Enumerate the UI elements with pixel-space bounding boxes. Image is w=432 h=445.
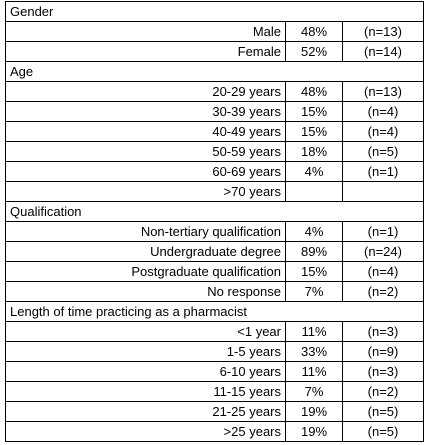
row-label: 30-39 years — [5, 101, 286, 122]
count-cell: (n=5) — [341, 421, 425, 442]
row-label: Male — [5, 21, 286, 42]
percent-cell: 15% — [285, 261, 343, 282]
table-row: Non-tertiary qualification 4% (n=1) — [5, 221, 425, 242]
percent-cell — [285, 181, 343, 202]
count-cell: (n=9) — [341, 341, 425, 362]
count-cell: (n=1) — [341, 161, 425, 182]
section-title: Age — [4, 61, 425, 82]
demographics-table: Gender Male 48% (n=13) Female 52% (n=14) Age 20-… — [4, 1, 425, 442]
percent-cell: 15% — [285, 101, 343, 122]
count-cell: (n=4) — [341, 121, 425, 142]
table-row: Female 52% (n=14) — [5, 41, 425, 62]
row-label: 20-29 years — [5, 81, 286, 102]
section-title: Length of time practicing as a pharmacis… — [4, 301, 425, 322]
percent-cell: 7% — [285, 381, 343, 402]
row-label: Postgraduate qualification — [5, 261, 286, 282]
row-label: 60-69 years — [5, 161, 286, 182]
row-label: 40-49 years — [5, 121, 286, 142]
row-label: >70 years — [5, 181, 286, 202]
table-row: Postgraduate qualification 15% (n=4) — [5, 261, 425, 282]
count-cell: (n=5) — [341, 141, 425, 162]
percent-cell: 15% — [285, 121, 343, 142]
count-cell: (n=4) — [341, 101, 425, 122]
percent-cell: 19% — [285, 421, 343, 442]
table-row: 60-69 years 4% (n=1) — [5, 161, 425, 182]
section-header-row: Age — [4, 61, 425, 82]
count-cell: (n=2) — [341, 281, 425, 302]
percent-cell: 4% — [285, 161, 343, 182]
table-row: 21-25 years 19% (n=5) — [5, 401, 425, 422]
row-label: Non-tertiary qualification — [5, 221, 286, 242]
percent-cell: 33% — [285, 341, 343, 362]
row-label: 6-10 years — [5, 361, 286, 382]
percent-cell: 52% — [285, 41, 343, 62]
demographics-table-body: Gender Male 48% (n=13) Female 52% (n=14) Age 20-… — [4, 1, 425, 442]
count-cell: (n=3) — [341, 361, 425, 382]
table-row: No response 7% (n=2) — [5, 281, 425, 302]
percent-cell: 19% — [285, 401, 343, 422]
section-header-row: Length of time practicing as a pharmacis… — [4, 301, 425, 322]
table-row: Undergraduate degree 89% (n=24) — [5, 241, 425, 262]
table-row: <1 year 11% (n=3) — [5, 321, 425, 342]
percent-cell: 48% — [285, 21, 343, 42]
percent-cell: 48% — [285, 81, 343, 102]
section-header-row: Qualification — [4, 201, 425, 222]
percent-cell: 11% — [285, 321, 343, 342]
row-label: 21-25 years — [5, 401, 286, 422]
count-cell: (n=13) — [341, 81, 425, 102]
count-cell: (n=4) — [341, 261, 425, 282]
count-cell: (n=24) — [341, 241, 425, 262]
percent-cell: 18% — [285, 141, 343, 162]
row-label: Female — [5, 41, 286, 62]
count-cell: (n=3) — [341, 321, 425, 342]
count-cell: (n=13) — [341, 21, 425, 42]
table-row: 50-59 years 18% (n=5) — [5, 141, 425, 162]
row-label: 1-5 years — [5, 341, 286, 362]
count-cell — [341, 181, 425, 202]
count-cell: (n=5) — [341, 401, 425, 422]
count-cell: (n=14) — [341, 41, 425, 62]
table-row: 40-49 years 15% (n=4) — [5, 121, 425, 142]
count-cell: (n=2) — [341, 381, 425, 402]
percent-cell: 7% — [285, 281, 343, 302]
table-row: Male 48% (n=13) — [5, 21, 425, 42]
section-title: Gender — [4, 1, 425, 22]
section-header-row: Gender — [4, 1, 425, 22]
row-label: 50-59 years — [5, 141, 286, 162]
percent-cell: 89% — [285, 241, 343, 262]
row-label: <1 year — [5, 321, 286, 342]
percent-cell: 11% — [285, 361, 343, 382]
table-row: 20-29 years 48% (n=13) — [5, 81, 425, 102]
row-label: >25 years — [5, 421, 286, 442]
count-cell: (n=1) — [341, 221, 425, 242]
table-row: 6-10 years 11% (n=3) — [5, 361, 425, 382]
table-row: >25 years 19% (n=5) — [5, 421, 425, 442]
row-label: 11-15 years — [5, 381, 286, 402]
row-label: No response — [5, 281, 286, 302]
table-row: 30-39 years 15% (n=4) — [5, 101, 425, 122]
table-row: >70 years — [5, 181, 425, 202]
section-title: Qualification — [4, 201, 425, 222]
table-row: 1-5 years 33% (n=9) — [5, 341, 425, 362]
row-label: Undergraduate degree — [5, 241, 286, 262]
percent-cell: 4% — [285, 221, 343, 242]
table-row: 11-15 years 7% (n=2) — [5, 381, 425, 402]
